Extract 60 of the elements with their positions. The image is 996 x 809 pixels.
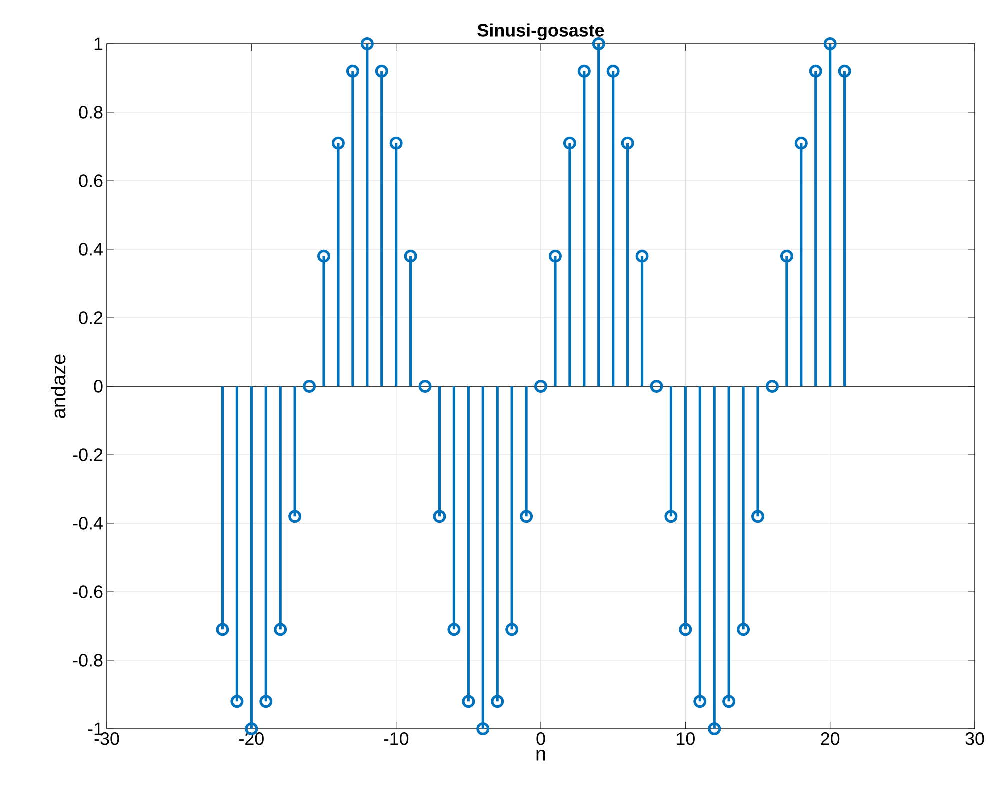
- y-tick-label: -0.2: [73, 448, 103, 462]
- point: [548, 250, 562, 263]
- point: [216, 623, 230, 636]
- point: [809, 64, 822, 78]
- y-tick-label: -0.4: [73, 517, 103, 530]
- y-tick-label: 0.4: [79, 243, 103, 256]
- point: [534, 380, 548, 393]
- point: [824, 38, 837, 50]
- point: [375, 64, 388, 78]
- point: [390, 136, 403, 150]
- point: [737, 623, 750, 636]
- point: [433, 510, 446, 524]
- y-tick-label: 0.6: [79, 174, 103, 188]
- x-tick-label: -10: [384, 732, 409, 746]
- point: [476, 722, 490, 736]
- x-axis-title: n: [536, 750, 546, 761]
- point: [288, 510, 302, 524]
- point: [260, 695, 273, 708]
- point: [578, 64, 591, 78]
- point: [360, 38, 374, 50]
- point: [606, 64, 620, 78]
- point: [722, 695, 736, 708]
- point: [520, 510, 534, 524]
- y-tick-label: 1: [94, 38, 103, 50]
- point: [230, 695, 244, 708]
- x-tick-label: 10: [677, 732, 695, 746]
- y-tick-label: 0.8: [79, 106, 103, 119]
- y-tick-label: 0.2: [79, 312, 103, 324]
- point: [303, 380, 316, 393]
- point: [794, 136, 808, 150]
- point: [346, 64, 360, 78]
- point: [418, 380, 432, 393]
- point: [650, 380, 664, 393]
- y-tick-label: -0.8: [73, 654, 103, 667]
- point: [462, 695, 476, 708]
- chart-title: Sinusi-gosaste: [478, 24, 604, 40]
- point: [838, 64, 852, 78]
- y-tick-label: 0: [94, 380, 103, 393]
- point: [448, 623, 461, 636]
- point: [708, 722, 722, 736]
- point: [274, 623, 288, 636]
- point: [664, 510, 678, 524]
- point: [491, 695, 504, 708]
- point: [621, 136, 634, 150]
- point: [752, 510, 764, 524]
- y-axis-title: andaze: [51, 354, 66, 418]
- point: [679, 623, 692, 636]
- point: [766, 380, 779, 393]
- point: [694, 695, 707, 708]
- point: [506, 623, 519, 636]
- point: [780, 250, 794, 263]
- point: [318, 250, 330, 263]
- x-tick-label: 20: [821, 732, 840, 746]
- x-tick-label: 30: [966, 732, 984, 746]
- y-tick-label: -0.6: [73, 586, 103, 598]
- point: [563, 136, 576, 150]
- point: [332, 136, 345, 150]
- point: [404, 250, 418, 263]
- x-tick-label: 0: [536, 732, 546, 746]
- point: [636, 250, 649, 263]
